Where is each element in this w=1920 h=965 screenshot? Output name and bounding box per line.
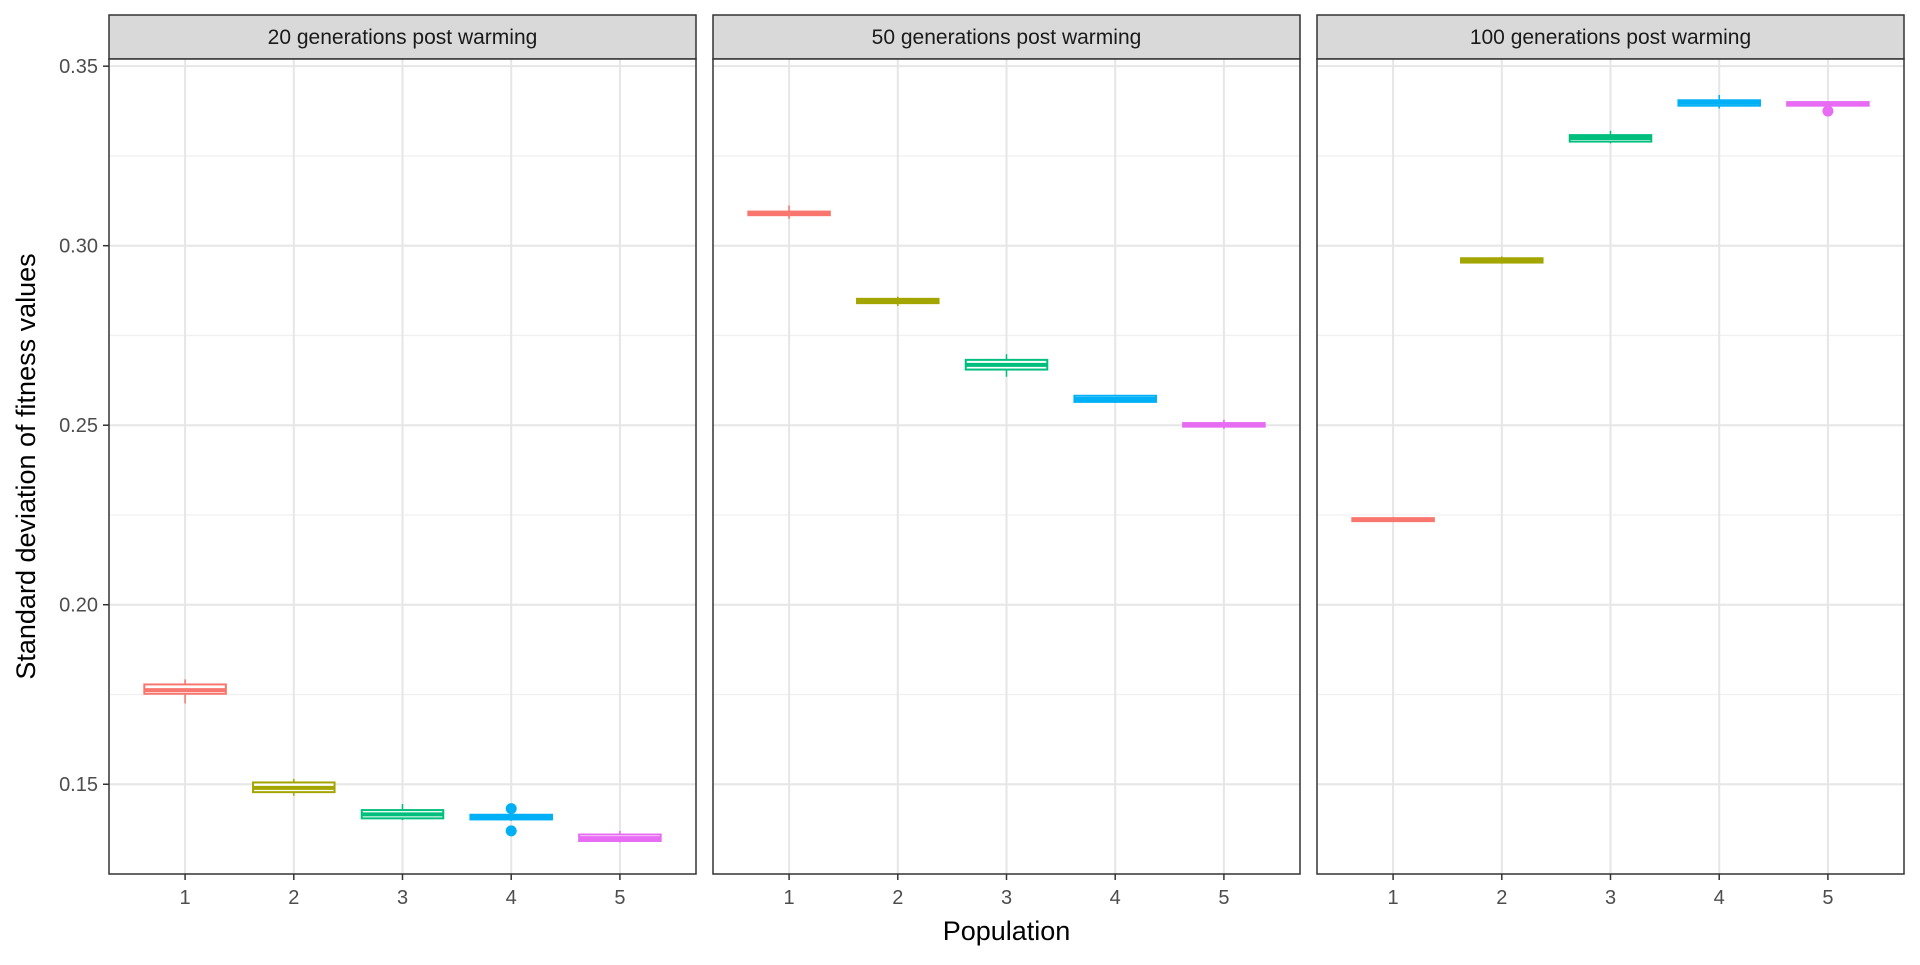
x-tick-label: 2	[288, 887, 299, 909]
facet-panel-2: 50 generations post warming 1 2 3 4 5	[712, 14, 1301, 909]
box-2-3	[964, 354, 1049, 377]
box-3-1	[1351, 517, 1435, 523]
x-tick-label: 4	[1714, 887, 1725, 909]
y-axis: 0.15 0.20 0.25 0.30 0.35	[59, 56, 109, 796]
x-tick-label: 5	[614, 887, 625, 909]
facet-panel-3: 100 generations post warming 1 2 3 4 5	[1316, 14, 1905, 909]
facet-strip	[712, 14, 1301, 60]
box-2-1	[747, 205, 831, 219]
x-tick-label: 3	[1001, 887, 1012, 909]
axis-layer: Population Standard deviation of fitness…	[11, 253, 1070, 946]
x-tick-label: 1	[784, 887, 795, 909]
y-tick-label: 0.30	[59, 236, 98, 258]
box-outlier-point	[505, 803, 517, 815]
x-tick-label: 4	[1110, 887, 1121, 909]
box-1-1	[143, 679, 227, 704]
x-axis-title: Population	[943, 916, 1071, 946]
y-tick-label: 0.15	[59, 774, 98, 796]
facet-strip-label: 20 generations post warming	[268, 26, 538, 49]
box-1-4	[469, 803, 553, 837]
x-tick-label: 4	[506, 887, 517, 909]
facet-strip-label: 100 generations post warming	[1470, 26, 1751, 49]
box-2-5	[1182, 419, 1266, 429]
x-tick-label: 2	[892, 887, 903, 909]
x-tick-label: 5	[1218, 887, 1229, 909]
x-tick-label: 1	[180, 887, 191, 909]
y-tick-label: 0.20	[59, 595, 98, 617]
box-1-3	[360, 803, 445, 821]
facet-strip-label: 50 generations post warming	[872, 26, 1142, 49]
y-tick-label: 0.25	[59, 415, 98, 437]
box-3-4	[1677, 94, 1761, 109]
x-tick-label: 3	[1605, 887, 1616, 909]
box-3-2	[1460, 256, 1544, 264]
y-axis-title: Standard deviation of fitness values	[11, 253, 41, 679]
facet-strip	[108, 14, 697, 60]
x-tick-label: 5	[1822, 887, 1833, 909]
y-tick-label: 0.35	[59, 56, 98, 78]
box-2-4	[1073, 394, 1157, 403]
box-2-2	[856, 296, 940, 307]
facet-panel-1: 20 generations post warming 1 2 3 4 5	[108, 14, 697, 909]
x-tick-label: 2	[1496, 887, 1507, 909]
box-outlier-point	[1822, 105, 1834, 117]
x-tick-label: 3	[397, 887, 408, 909]
box-1-2	[252, 778, 336, 796]
x-tick-label: 1	[1388, 887, 1399, 909]
box-3-5	[1786, 101, 1870, 117]
box-outlier-point	[505, 825, 517, 837]
box-1-5	[578, 830, 662, 843]
box-3-3	[1568, 130, 1653, 144]
